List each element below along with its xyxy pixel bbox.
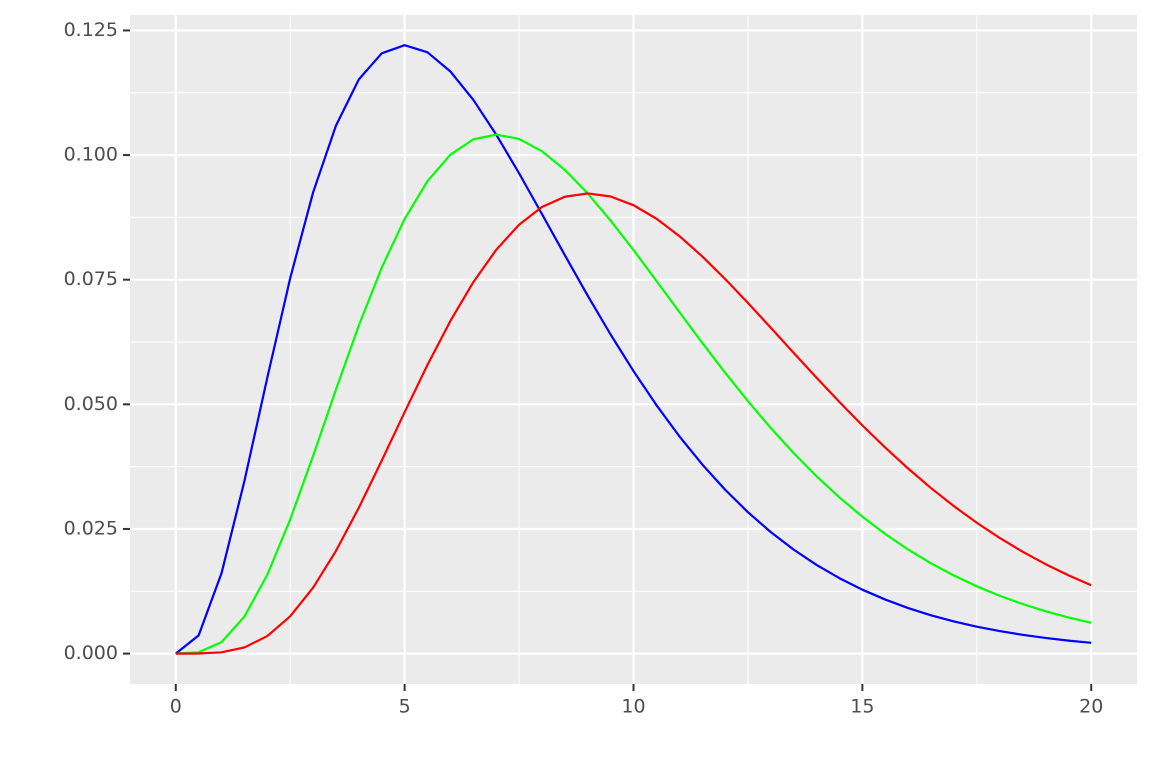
y-tick-label: 0.125	[64, 19, 118, 41]
y-tick-label: 0.025	[64, 517, 118, 539]
y-tick-label: 0.000	[64, 642, 118, 664]
y-tick-label: 0.050	[64, 393, 118, 415]
y-tick-label: 0.100	[64, 144, 118, 166]
line-series	[175, 133, 1092, 655]
x-tick-label: 5	[399, 696, 411, 718]
y-tick-label: 0.075	[64, 268, 118, 290]
x-tick-label: 0	[170, 696, 182, 718]
x-tick-label: 15	[850, 696, 874, 718]
line-series	[175, 192, 1092, 655]
x-tick-label: 20	[1079, 696, 1103, 718]
line-series	[175, 44, 1092, 655]
x-tick-label: 10	[621, 696, 645, 718]
